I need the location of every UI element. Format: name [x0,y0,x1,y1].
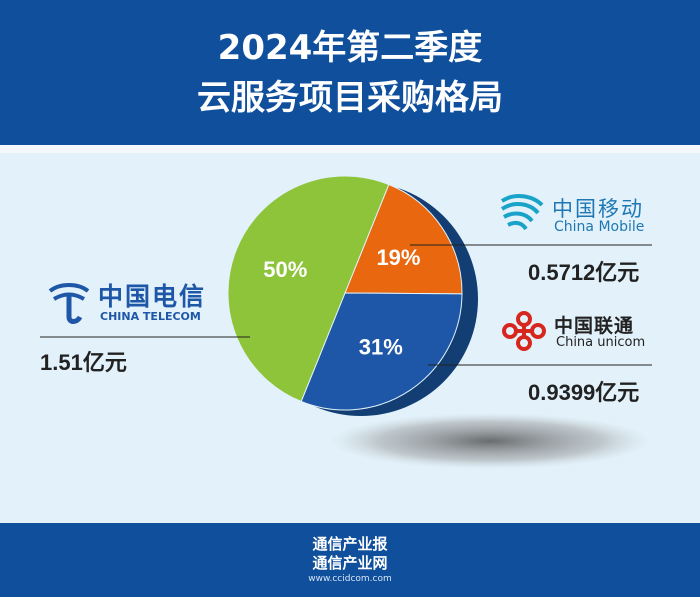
footer-brand-line1: 通信产业报 [312,535,388,553]
mobile-logo: 中国移动 China Mobile [498,191,663,241]
amount-mobile: 0.5712亿元 [528,260,640,285]
pie-label-unicom: 31% [359,334,403,359]
amount-unicom: 0.9399亿元 [528,380,640,405]
footer-brand-line2: 通信产业网 [312,554,388,572]
mobile-name-en: China Mobile [554,219,645,235]
pie-label-mobile: 19% [376,245,420,270]
unicom-logo-icon [502,311,546,351]
pie-slice-mobile [344,183,463,295]
pie-slices [227,175,478,416]
mobile-name-cn: 中国移动 [552,197,644,221]
amount-telecom: 1.51亿元 [40,350,127,375]
unicom-name-cn: 中国联通 [554,315,635,337]
header-banner: 2024年第二季度 云服务项目采购格局 [0,0,700,145]
chart-title-line2: 云服务项目采购格局 [197,77,503,118]
pie-shadow [330,413,650,469]
pie-slice-unicom [300,292,463,411]
mobile-logo-icon [500,194,544,231]
header-divider [0,145,700,153]
unicom-logo: 中国联通 China unicom [500,309,665,355]
footer-url: www.ccidcom.com [308,574,392,584]
footer-banner: 通信产业报 通信产业网 www.ccidcom.com [0,523,700,597]
pie-chart: 50% 19% 31% [40,175,652,469]
pie-slice-telecom [227,175,390,403]
chart-stage: 50% 19% 31% 中国电信 CHINA TELECOM 1.51亿元 中国移动… [0,153,700,523]
telecom-name-cn: 中国电信 [98,282,207,311]
telecom-logo: 中国电信 CHINA TELECOM [44,277,234,327]
pie-label-telecom: 50% [263,257,307,282]
telecom-logo-icon [48,283,90,324]
unicom-name-en: China unicom [556,335,646,350]
telecom-name-en: CHINA TELECOM [100,310,201,323]
chart-title-line1: 2024年第二季度 [217,27,483,68]
pie-percent-labels: 50% 19% 31% [263,245,420,359]
